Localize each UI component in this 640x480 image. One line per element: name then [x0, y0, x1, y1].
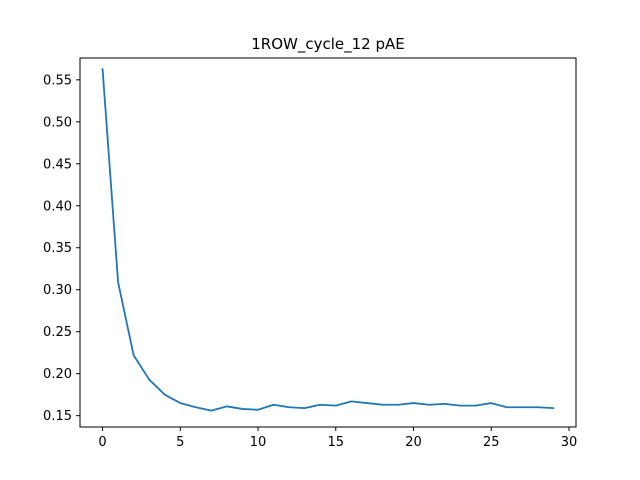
y-tick-label: 0.25: [43, 325, 72, 340]
data-point: [272, 404, 275, 406]
data-point: [148, 378, 150, 381]
data-point: [412, 402, 415, 404]
data-point: [521, 406, 523, 408]
data-point: [552, 407, 555, 409]
data-point: [133, 354, 135, 356]
y-tick-label: 0.35: [43, 241, 72, 256]
data-point: [428, 404, 430, 406]
y-tick-label: 0.50: [43, 115, 72, 130]
data-point: [241, 408, 244, 410]
data-point: [335, 404, 337, 407]
y-tick-label: 0.55: [43, 73, 72, 88]
series-line-0: [101, 68, 555, 412]
x-tick-label: 0: [98, 435, 106, 450]
data-point: [319, 404, 321, 406]
data-point: [490, 402, 492, 404]
data-point: [350, 400, 352, 402]
data-point: [164, 394, 166, 396]
x-tick-label: 5: [176, 435, 184, 450]
data-point: [475, 404, 477, 407]
data-point: [101, 68, 104, 70]
x-tick-label: 30: [561, 435, 578, 450]
data-point: [117, 281, 119, 283]
x-tick-label: 15: [328, 435, 345, 450]
y-tick-label: 0.30: [43, 283, 72, 298]
plot-frame: [79, 57, 577, 428]
data-point: [366, 402, 368, 404]
y-tick-label: 0.45: [43, 157, 72, 172]
data-point: [226, 405, 228, 408]
data-point: [210, 410, 212, 412]
y-tick-label: 0.40: [43, 199, 72, 214]
data-point: [381, 404, 384, 406]
x-tick-label: 10: [250, 435, 267, 450]
y-tick-label: 0.15: [43, 409, 72, 424]
x-tick-label: 25: [483, 435, 500, 450]
chart-title: 1ROW_cycle_12 pAE: [251, 35, 405, 54]
data-point: [459, 404, 461, 407]
data-point: [195, 406, 197, 408]
data-point: [288, 406, 290, 408]
data-point: [304, 407, 306, 409]
y-tick-label: 0.20: [43, 367, 72, 382]
data-point: [537, 406, 539, 408]
x-tick-label: 20: [405, 435, 422, 450]
data-point: [444, 403, 446, 405]
data-point: [397, 404, 399, 406]
data-point: [506, 406, 508, 408]
data-point: [257, 409, 259, 411]
data-point: [179, 402, 181, 404]
